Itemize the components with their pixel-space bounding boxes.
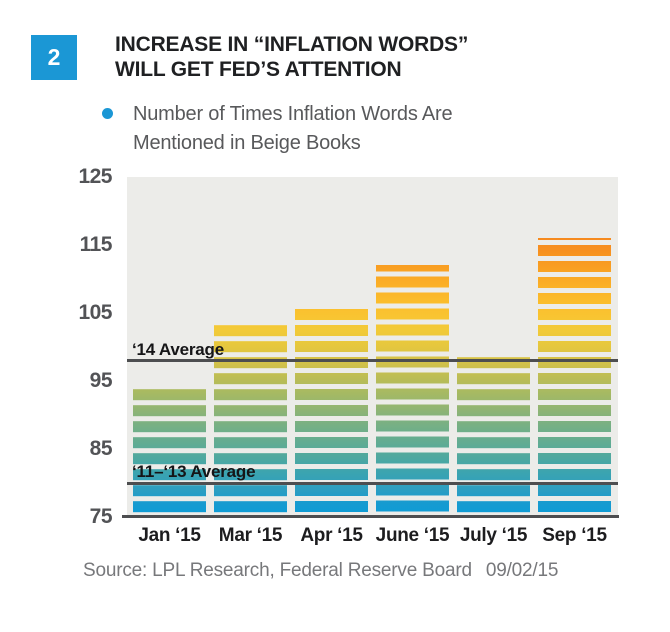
legend-dot-icon <box>102 108 113 119</box>
x-axis-baseline <box>122 515 619 518</box>
y-tick-75: 75 <box>89 505 113 528</box>
chart-title: INCREASE IN “INFLATION WORDS” WILL GET F… <box>115 32 535 82</box>
plot-area: ‘14 Average ‘11–‘13 Average <box>127 177 618 517</box>
chart-title-line1: INCREASE IN “INFLATION WORDS” <box>115 33 469 56</box>
legend-label-line1: Number of Times Inflation Words Are <box>133 103 453 125</box>
bar-1 <box>133 387 206 517</box>
y-axis: 125 115 105 95 85 75 <box>0 0 112 632</box>
legend-label: Number of Times Inflation Words Are Ment… <box>133 100 453 158</box>
bar-5 <box>457 353 530 517</box>
bar-3 <box>295 306 368 517</box>
y-tick-95: 95 <box>89 369 113 392</box>
source-note: Source: LPL Research, Federal Reserve Bo… <box>83 560 558 582</box>
x-tick-6: Sep ‘15 <box>542 525 607 546</box>
legend: Number of Times Inflation Words Are Ment… <box>102 100 453 158</box>
y-tick-85: 85 <box>89 437 113 460</box>
x-tick-2: Mar ‘15 <box>218 525 283 546</box>
source-date: 09/02/15 <box>485 560 559 581</box>
x-tick-5: July ‘15 <box>459 525 528 546</box>
bar-6 <box>538 238 611 517</box>
average-label-1: ‘14 Average <box>132 339 224 359</box>
x-tick-3: Apr ‘15 <box>300 525 363 546</box>
legend-label-line2: Mentioned in Beige Books <box>133 132 361 154</box>
y-tick-105: 105 <box>78 301 112 324</box>
average-label-2: ‘11–‘13 Average <box>132 462 256 481</box>
figure-number: 2 <box>47 44 61 70</box>
bar-2 <box>214 319 287 517</box>
y-tick-125: 125 <box>78 165 112 188</box>
x-tick-1: Jan ‘15 <box>138 525 201 546</box>
bar-4 <box>376 265 449 517</box>
y-tick-115: 115 <box>79 233 113 256</box>
figure-number-badge: 2 <box>31 35 77 80</box>
chart-title-line2: WILL GET FED’S ATTENTION <box>115 58 402 81</box>
average-line-1 <box>127 359 618 363</box>
average-line-2 <box>127 481 618 485</box>
source-text: Source: LPL Research, Federal Reserve Bo… <box>83 560 472 581</box>
x-tick-4: June ‘15 <box>375 525 450 546</box>
